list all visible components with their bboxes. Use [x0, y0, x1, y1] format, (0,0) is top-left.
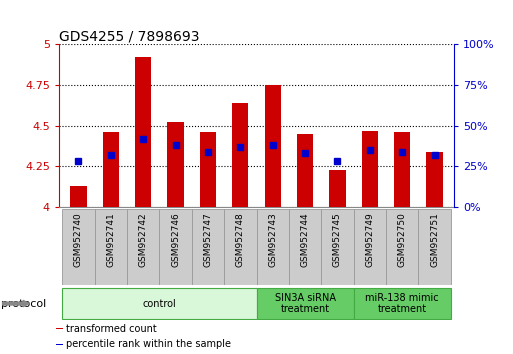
Bar	[386, 209, 419, 285]
Text: GSM952746: GSM952746	[171, 212, 180, 267]
Text: control: control	[143, 298, 176, 309]
Bar	[167, 122, 184, 207]
Text: transformed count: transformed count	[66, 324, 156, 334]
Bar	[224, 209, 256, 285]
Text: GSM952740: GSM952740	[74, 212, 83, 267]
Bar	[160, 209, 192, 285]
Bar	[70, 186, 87, 207]
Text: SIN3A siRNA
treatment: SIN3A siRNA treatment	[274, 293, 336, 314]
Bar	[394, 132, 410, 207]
Bar	[127, 209, 160, 285]
Bar	[289, 209, 321, 285]
Bar	[329, 170, 346, 207]
Bar	[200, 132, 216, 207]
Text: miR-138 mimic
treatment: miR-138 mimic treatment	[365, 293, 439, 314]
Text: GSM952747: GSM952747	[204, 212, 212, 267]
Bar	[135, 57, 151, 207]
Bar	[62, 209, 94, 285]
Text: GDS4255 / 7898693: GDS4255 / 7898693	[59, 29, 200, 43]
Text: GSM952744: GSM952744	[301, 212, 309, 267]
Bar	[353, 209, 386, 285]
Bar	[62, 288, 256, 319]
Text: GSM952742: GSM952742	[139, 212, 148, 267]
Text: GSM952750: GSM952750	[398, 212, 407, 267]
Bar	[192, 209, 224, 285]
Text: GSM952749: GSM952749	[365, 212, 374, 267]
Bar	[256, 209, 289, 285]
Bar	[353, 288, 451, 319]
Bar	[297, 134, 313, 207]
Text: protocol: protocol	[1, 298, 46, 309]
Bar	[265, 85, 281, 207]
Text: GSM952748: GSM952748	[236, 212, 245, 267]
Bar	[103, 132, 119, 207]
Bar	[232, 103, 248, 207]
Text: GSM952743: GSM952743	[268, 212, 277, 267]
Bar	[362, 131, 378, 207]
Bar	[94, 209, 127, 285]
Bar	[56, 344, 63, 345]
Text: GSM952745: GSM952745	[333, 212, 342, 267]
Text: GSM952751: GSM952751	[430, 212, 439, 267]
Bar	[321, 209, 353, 285]
Bar	[419, 209, 451, 285]
Text: GSM952741: GSM952741	[106, 212, 115, 267]
Bar	[256, 288, 353, 319]
Text: percentile rank within the sample: percentile rank within the sample	[66, 339, 231, 349]
Bar	[426, 152, 443, 207]
